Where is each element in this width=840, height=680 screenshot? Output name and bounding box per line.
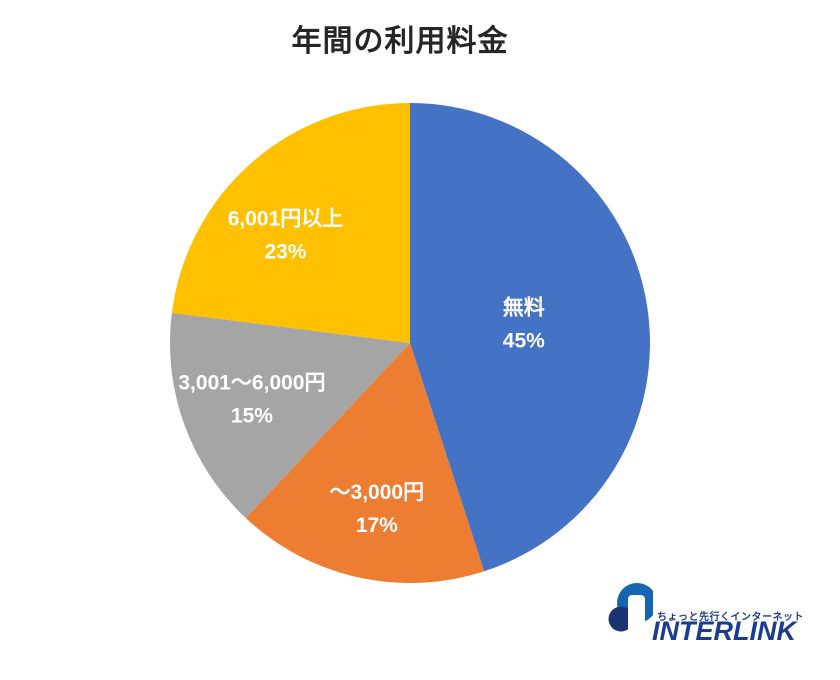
pie-slice-percent-2: 15% [231, 404, 273, 427]
logo-circle-small [608, 606, 634, 632]
interlink-logo-icon [608, 583, 653, 648]
logo-wordmark: INTERLINK [652, 616, 796, 646]
pie-slice-1 [245, 343, 485, 583]
pie-slice-percent-1: 17% [356, 514, 398, 537]
interlink-logo: ちょっと先行くインターネット INTERLINK [593, 580, 840, 675]
chart-title: 年間の利用料金 [291, 25, 509, 58]
pie-slice-label-0: 無料 [503, 295, 545, 319]
pie-slice-label-1: 〜3,000円 [330, 481, 425, 504]
pie-slice-label-2: 3,001〜6,000円 [178, 371, 325, 394]
pie-slice-percent-3: 23% [264, 240, 306, 263]
pie-slice-percent-0: 45% [503, 329, 545, 352]
pie-slice-0 [410, 103, 650, 572]
pie-slice-label-3: 6,001円以上 [228, 207, 344, 230]
pie-slice-2 [169, 312, 410, 518]
logo-tagline: ちょっと先行くインターネット [657, 612, 804, 623]
pie-slice-3 [171, 102, 410, 344]
logo-white-bar [628, 595, 645, 648]
